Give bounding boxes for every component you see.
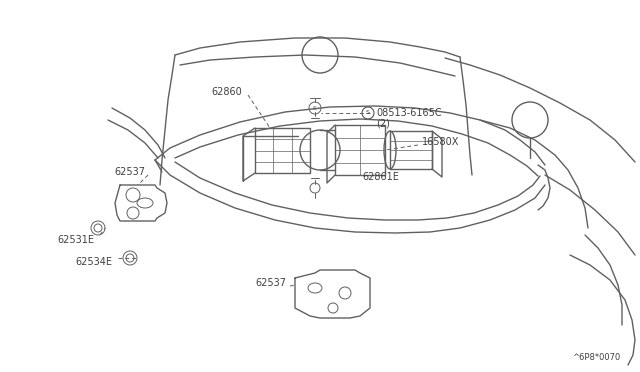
- Text: ^6P8*0070: ^6P8*0070: [572, 353, 620, 362]
- Text: S: S: [313, 106, 317, 110]
- Text: 08513-6165C: 08513-6165C: [376, 108, 442, 118]
- Text: 16580X: 16580X: [422, 137, 460, 147]
- Text: 62537: 62537: [255, 278, 286, 288]
- Text: (2): (2): [376, 118, 390, 128]
- Text: S: S: [366, 110, 370, 115]
- Text: 62534E: 62534E: [75, 257, 112, 267]
- Text: 62860: 62860: [211, 87, 242, 97]
- Text: 62531E: 62531E: [57, 235, 94, 245]
- Text: 62537: 62537: [114, 167, 145, 177]
- Text: 62861E: 62861E: [362, 172, 399, 182]
